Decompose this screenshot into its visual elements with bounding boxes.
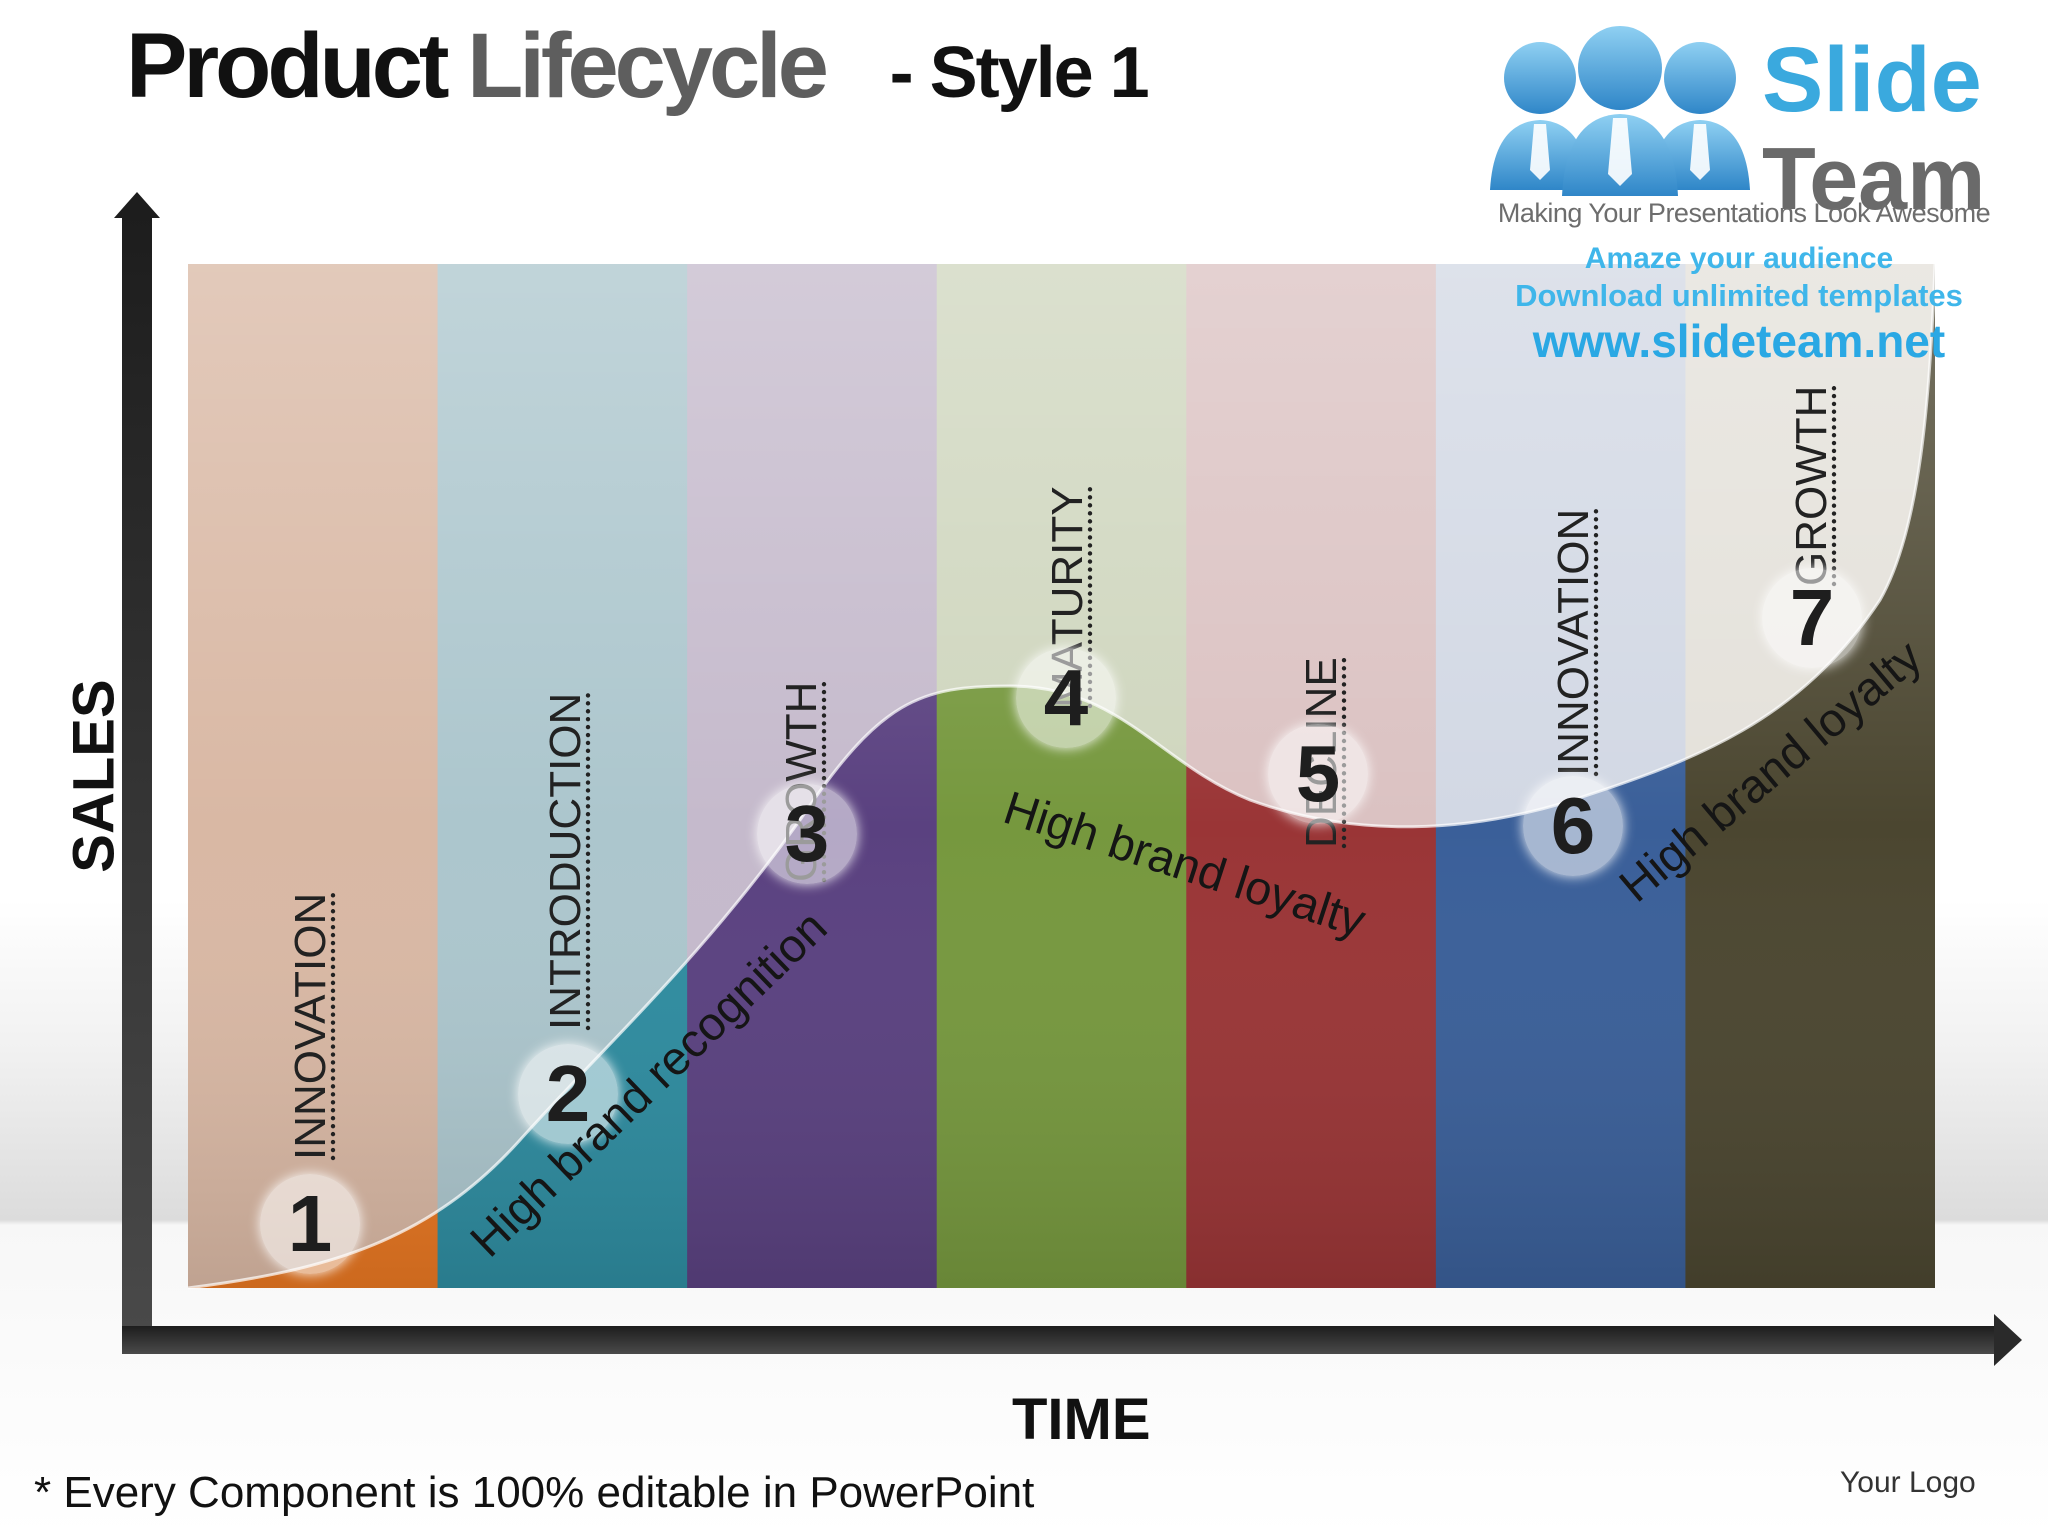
stage-number-6: 6	[1523, 776, 1623, 876]
footnote: * Every Component is 100% editable in Po…	[34, 1468, 1035, 1517]
stage-name-2: INTRODUCTION	[541, 692, 590, 1030]
stage-name-6: INNOVATION	[1549, 508, 1598, 776]
logo-placeholder: Your Logo	[1840, 1466, 1976, 1499]
slide-title: Product Lifecycle - Style 1	[126, 14, 1150, 119]
people-icon	[1490, 26, 1750, 196]
title-part-style: - Style 1	[889, 33, 1150, 113]
y-axis	[122, 214, 152, 1354]
stage-number-7: 7	[1762, 568, 1862, 668]
y-axis-label: SALES	[61, 679, 127, 873]
title-part-product: Product	[126, 15, 450, 117]
stage-number-3: 3	[757, 784, 857, 884]
brand-block: Slide Team Making Your Presentations Loo…	[1470, 20, 2030, 370]
x-axis	[122, 1326, 2000, 1354]
x-axis-label: TIME	[1012, 1387, 1151, 1452]
y-axis-arrowhead	[114, 192, 160, 218]
stage-number-2: 2	[518, 1044, 618, 1144]
stage-number-5: 5	[1268, 724, 1368, 824]
title-part-lifecycle: Lifecycle	[467, 15, 829, 117]
brand-name-team: Team	[1762, 129, 1986, 228]
stage-name-1: INNOVATION	[286, 892, 335, 1160]
stage-name-7: GROWTH	[1787, 385, 1836, 586]
brand-name-slide: Slide	[1762, 29, 1982, 131]
stage-number-4: 4	[1016, 648, 1116, 748]
brand-tagline: Making Your Presentations Look Awesome	[1497, 198, 1991, 228]
stage-number-1: 1	[260, 1174, 360, 1274]
x-axis-arrowhead	[1994, 1314, 2022, 1366]
